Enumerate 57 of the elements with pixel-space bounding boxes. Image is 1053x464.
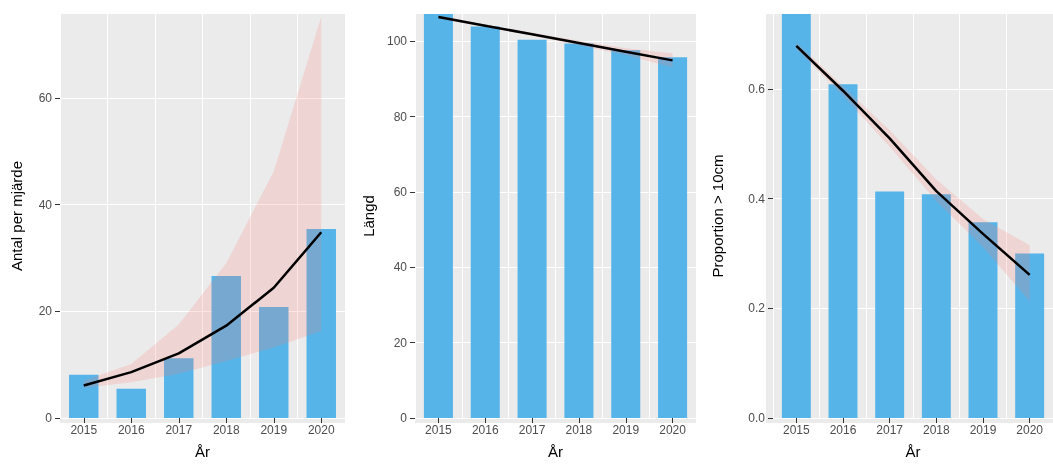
bar [211, 276, 241, 418]
bar [921, 194, 951, 418]
bar [781, 14, 811, 418]
x-tick-label: 2015 [782, 423, 810, 437]
x-tick-label: 2020 [659, 423, 687, 437]
bar [306, 229, 336, 418]
x-tick-label: 2016 [117, 423, 145, 437]
x-tick-label: 2016 [829, 423, 857, 437]
y-tick-label: 20 [393, 335, 408, 350]
y-axis-title: Längd [360, 195, 378, 237]
bar [564, 43, 594, 418]
x-axis-title: År [905, 443, 921, 460]
x-tick-label: 2018 [212, 423, 240, 437]
y-tick-label: 60 [38, 90, 53, 105]
y-axis-title: Proportion > 10cm [709, 154, 726, 278]
bar [658, 57, 688, 418]
x-tick-label: 2019 [969, 423, 997, 437]
x-axis-title: År [195, 443, 210, 460]
x-tick-label: 2019 [612, 423, 640, 437]
y-tick-label: 0.6 [748, 82, 766, 97]
x-tick-label: 2020 [307, 423, 335, 437]
bar [828, 84, 858, 418]
bar [611, 50, 641, 418]
bar [423, 14, 453, 418]
y-tick-label: 0 [400, 411, 408, 425]
x-axis-title: År [548, 443, 563, 460]
bar [875, 191, 905, 418]
x-tick-label: 2018 [922, 423, 950, 437]
bar [1015, 253, 1045, 418]
x-tick-label: 2020 [1016, 423, 1044, 437]
x-tick-label: 2015 [425, 423, 453, 437]
y-tick-label: 80 [393, 109, 408, 124]
y-axis-title: Antal per mjärde [8, 160, 25, 272]
x-tick-label: 2017 [518, 423, 546, 437]
y-tick-label: 100 [386, 34, 408, 49]
bar [968, 222, 998, 418]
x-tick-label: 2016 [471, 423, 499, 437]
bar [164, 358, 194, 418]
y-tick-label: 20 [38, 304, 53, 319]
y-tick-label: 0.2 [748, 301, 766, 316]
y-tick-label: 0 [45, 411, 53, 425]
y-tick-label: 0.4 [748, 191, 766, 206]
line-series [82, 231, 323, 387]
bar [69, 374, 99, 418]
bar [470, 26, 500, 418]
bar [259, 306, 289, 418]
x-tick-label: 2017 [876, 423, 904, 437]
bar [116, 388, 146, 418]
y-tick-label: 40 [393, 260, 408, 275]
y-tick-label: 40 [38, 197, 53, 212]
x-tick-label: 2017 [165, 423, 193, 437]
x-tick-label: 2019 [260, 423, 288, 437]
bar [517, 39, 547, 418]
y-tick-label: 60 [393, 184, 408, 199]
x-tick-label: 2018 [565, 423, 593, 437]
x-tick-label: 2015 [70, 423, 98, 437]
y-tick-label: 0.0 [748, 411, 766, 425]
